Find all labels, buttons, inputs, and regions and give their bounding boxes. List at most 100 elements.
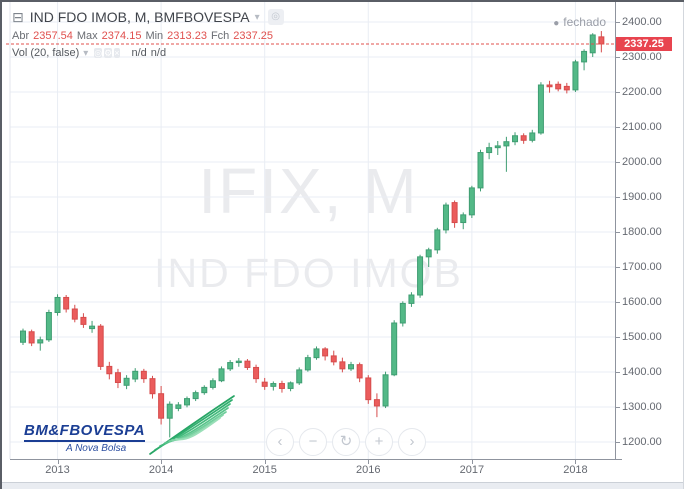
candle-body: [477, 152, 484, 189]
candle-body: [287, 382, 294, 389]
year-label: 2016: [356, 464, 381, 476]
time-axis[interactable]: 2013 2014 2015 2016 2017 2018: [2, 459, 684, 482]
price-tick-label: 1600.00: [622, 296, 662, 308]
year-label: 2013: [45, 464, 70, 476]
candle-body: [434, 229, 441, 251]
candle-body: [270, 383, 277, 387]
candle-body: [63, 296, 70, 310]
reset-view-button[interactable]: ↻: [332, 428, 360, 456]
chevron-down-icon[interactable]: ▾: [254, 11, 260, 23]
page-background-strip: [2, 482, 684, 489]
candle-body: [227, 362, 234, 370]
volume-indicator-label[interactable]: Vol (20, false): [12, 47, 80, 59]
ohlc-value: 2374.15: [101, 29, 142, 42]
symbol-title[interactable]: IND FDO IMOB, M, BMFBOVESPA: [29, 9, 250, 25]
zoom-out-button[interactable]: −: [299, 428, 327, 456]
candle-body: [89, 325, 96, 330]
ohlc-label: Fch: [210, 29, 230, 42]
ohlc-label: Max: [76, 29, 98, 42]
candle-body: [537, 84, 544, 134]
price-tick-label: 2100.00: [622, 121, 662, 133]
scroll-left-button[interactable]: ‹: [266, 428, 294, 456]
candle-body: [555, 83, 562, 90]
candlestick-chart[interactable]: [2, 2, 615, 459]
candle-body: [408, 294, 415, 304]
ohlc-value: 2337.25: [233, 29, 274, 42]
candle-body: [581, 50, 588, 63]
eye-icon[interactable]: ◎: [94, 47, 103, 58]
price-tick-label: 2200.00: [622, 86, 662, 98]
price-tickmark: [616, 337, 620, 338]
candle-body: [278, 383, 285, 389]
price-tick-label: 2400.00: [622, 16, 662, 28]
price-tick-label: 1700.00: [622, 261, 662, 273]
price-tickmark: [616, 197, 620, 198]
ohlc-label: Abr: [12, 29, 30, 42]
exchange-logo: BM&FBOVESPA A Nova Bolsa: [24, 395, 235, 455]
candle-body: [417, 256, 424, 296]
year-label: 2015: [252, 464, 277, 476]
candle-body: [28, 331, 35, 344]
candle-body: [184, 398, 191, 406]
candle-body: [140, 370, 147, 380]
ohlc-value: 2313.23: [167, 29, 207, 42]
candle-body: [503, 141, 510, 147]
candle-body: [512, 135, 519, 143]
candle-body: [304, 357, 311, 371]
candle-body: [209, 380, 216, 388]
eye-icon[interactable]: ◎: [267, 9, 284, 25]
year-label: 2018: [563, 464, 588, 476]
chart-legend: ⊟ IND FDO IMOB, M, BMFBOVESPA ▾ ◎ Abr 235…: [12, 7, 284, 60]
price-tickmark: [616, 442, 620, 443]
candle-body: [391, 322, 398, 376]
candle-body: [451, 202, 458, 224]
price-axis-separator: [615, 2, 616, 459]
zoom-in-button[interactable]: +: [365, 428, 393, 456]
candle-body: [373, 399, 380, 407]
market-status: ● fechado: [553, 15, 606, 29]
candle-body: [365, 377, 372, 401]
gear-icon[interactable]: ⚙: [104, 47, 113, 58]
year-tickmark: [471, 460, 473, 464]
scroll-right-button[interactable]: ›: [398, 428, 426, 456]
watermark-symbol: IFIX, M: [198, 155, 419, 227]
year-label: 2014: [148, 464, 174, 476]
year-tickmark: [575, 460, 577, 464]
candle-body: [322, 348, 329, 357]
price-tickmark: [616, 22, 620, 23]
candle-body: [114, 372, 121, 384]
candle-body: [296, 369, 303, 384]
year-tickmark: [368, 460, 370, 464]
year-label: 2017: [459, 464, 485, 476]
candle-body: [201, 386, 208, 394]
watermark-description: IND FDO IMOB: [154, 250, 463, 296]
candle-body: [253, 366, 260, 380]
candle-body: [244, 360, 251, 368]
candle-body: [330, 355, 337, 363]
price-tick-label: 1500.00: [622, 331, 662, 343]
candle-body: [37, 339, 44, 344]
feather-icon: [149, 395, 235, 455]
candle-body: [313, 348, 320, 359]
chevron-down-icon[interactable]: ▾: [83, 47, 89, 59]
price-tick-label: 1300.00: [622, 401, 662, 413]
candle-body: [399, 302, 406, 324]
price-axis[interactable]: 2337.25 2400.00 2300.00 2200.00 2100.00 2000…: [615, 2, 684, 459]
candle-body: [123, 377, 130, 386]
candle-body: [235, 360, 242, 364]
close-icon[interactable]: ×: [114, 47, 120, 58]
candle-body: [80, 316, 87, 325]
price-tickmark: [616, 407, 620, 408]
price-tickmark: [616, 302, 620, 303]
candle-body: [339, 361, 346, 370]
price-tick-label: 1900.00: [622, 191, 662, 203]
ohlc-row: Abr 2357.54 Max 2374.15 Min 2313.23 Fch 2337.25: [12, 29, 284, 42]
chart-navigation: ‹ − ↻ + ›: [266, 428, 426, 456]
candle-body: [598, 36, 605, 45]
candle-body: [572, 61, 579, 91]
candle-body: [97, 325, 104, 367]
collapse-icon[interactable]: ⊟: [12, 9, 24, 25]
candle-body: [158, 393, 165, 419]
indicator-controls: ◎ ⚙ ×: [92, 47, 120, 60]
